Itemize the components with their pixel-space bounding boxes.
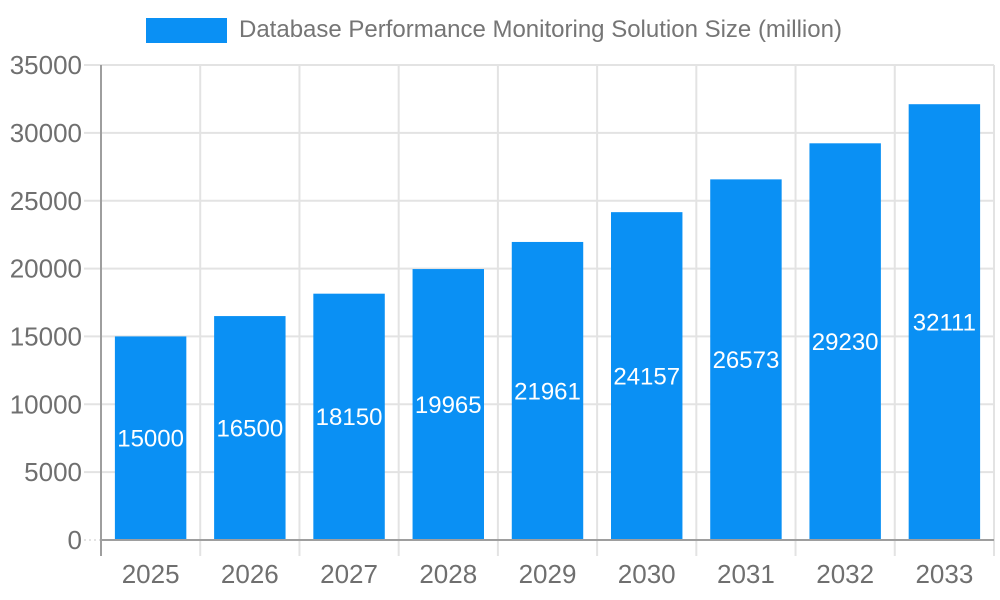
bar[interactable] [908, 104, 981, 540]
x-axis-tick-label: 2032 [816, 559, 874, 589]
x-axis-tick-label: 2026 [221, 559, 279, 589]
bar[interactable] [809, 143, 881, 541]
x-axis-tick-label: 2030 [618, 559, 676, 589]
legend-label: Database Performance Monitoring Solution… [239, 16, 842, 43]
legend-swatch [146, 17, 227, 43]
y-axis-tick-label: 30000 [10, 118, 82, 148]
bar-value-label: 29230 [812, 329, 879, 356]
bar-value-label: 24157 [613, 363, 680, 390]
x-axis-tick-label: 2033 [915, 559, 973, 589]
bar-value-label: 32111 [913, 310, 976, 337]
y-axis-tick-label: 20000 [10, 254, 82, 284]
chart-legend[interactable]: Database Performance Monitoring Solution… [146, 17, 842, 43]
bar-value-label: 16500 [216, 415, 283, 442]
y-axis-tick-label: 15000 [10, 322, 82, 352]
bar[interactable] [313, 293, 385, 540]
x-axis-tick-label: 2027 [320, 559, 378, 589]
bar-value-label: 15000 [117, 426, 184, 453]
bar-value-label: 19965 [415, 392, 482, 419]
x-axis-tick-label: 2031 [717, 559, 775, 589]
bar[interactable] [511, 241, 584, 540]
bar-value-label: 18150 [316, 404, 383, 431]
y-axis-tick-label: 0 [68, 525, 82, 555]
y-axis-tick-label: 10000 [10, 389, 82, 419]
x-axis-tick-label: 2029 [519, 559, 577, 589]
bar[interactable] [214, 316, 286, 540]
bar[interactable] [114, 336, 187, 540]
bar-value-label: 21961 [514, 378, 581, 405]
y-axis-tick-label: 35000 [10, 50, 82, 80]
bar-value-label: 26573 [713, 347, 780, 374]
bar[interactable] [611, 212, 683, 540]
bar[interactable] [710, 179, 782, 540]
y-axis-tick-label: 5000 [24, 457, 82, 487]
x-axis-tick-label: 2025 [122, 559, 180, 589]
y-axis-tick-label: 25000 [10, 186, 82, 216]
x-axis-tick-label: 2028 [419, 559, 477, 589]
bar[interactable] [412, 269, 484, 540]
